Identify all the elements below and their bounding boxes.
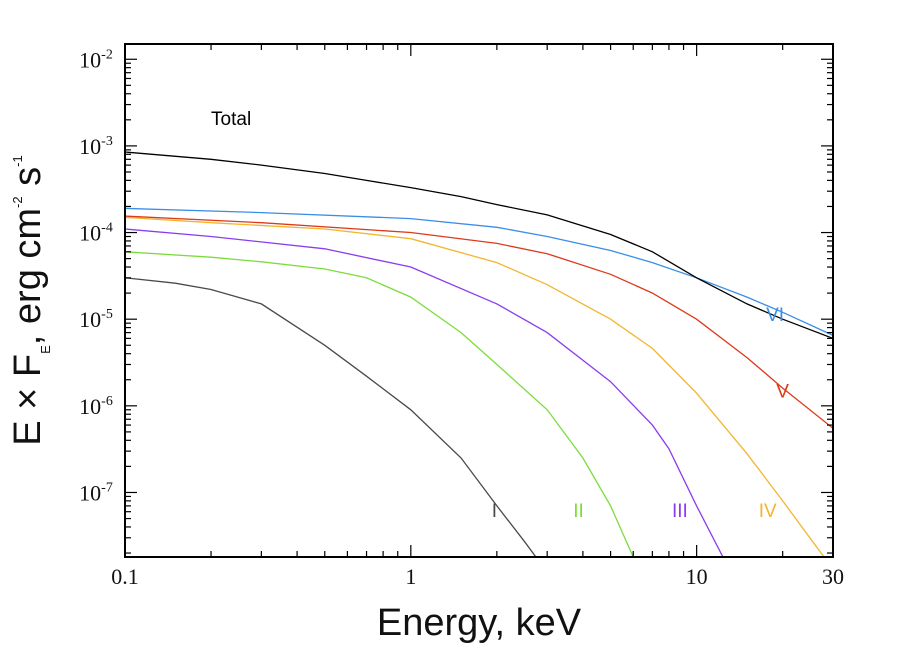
plot-frame [124,43,834,558]
series-label-iv: IV [759,501,777,522]
x-tick-label: 30 [822,564,844,589]
svg-text:E × FE, erg cm-2 s-1: E × FE, erg cm-2 s-1 [7,155,53,445]
y-tick-label: 10-6 [79,394,113,419]
series-label-iii: III [672,501,688,522]
series-line-total [125,151,833,340]
series-line-iii [125,228,724,557]
y-tick-label: 10-4 [79,221,113,246]
x-tick-label: 10 [686,564,708,589]
y-tick-label: 10-3 [79,134,113,159]
x-tick-label: 1 [405,564,416,589]
y-tick-label: 10-5 [79,307,113,332]
series-label-vi: VI [766,305,784,326]
y-axis-title: E × FE, erg cm-2 s-1 [7,155,53,445]
y-label-exp-2: -1 [10,155,25,167]
y-tick-label: 10-2 [79,47,113,72]
y-label-subscript: E [38,345,53,354]
series-label-v: V [776,381,789,402]
series-label-total: Total [211,109,251,130]
x-axis-title: Energy, keV [377,602,582,644]
y-tick-label: 10-7 [79,480,113,505]
axis-tick-labels: 0.1 1 10 30 10-7 10-6 10-5 10-4 10-3 10-2 [79,47,844,589]
series-line-iv [125,216,825,557]
series-line-vi [125,207,833,336]
series-label-ii: II [573,501,584,522]
series-label-i: I [492,501,497,522]
series-line-i [125,277,537,557]
y-label-prefix: E × F [7,354,49,446]
series-curves [125,151,833,557]
series-line-ii [125,251,634,557]
y-label-seconds: s [7,167,49,197]
y-label-unit: , erg cm [7,208,49,345]
series-line-v [125,215,833,429]
y-label-exp-1: -2 [10,196,25,208]
x-tick-label: 0.1 [111,564,139,589]
